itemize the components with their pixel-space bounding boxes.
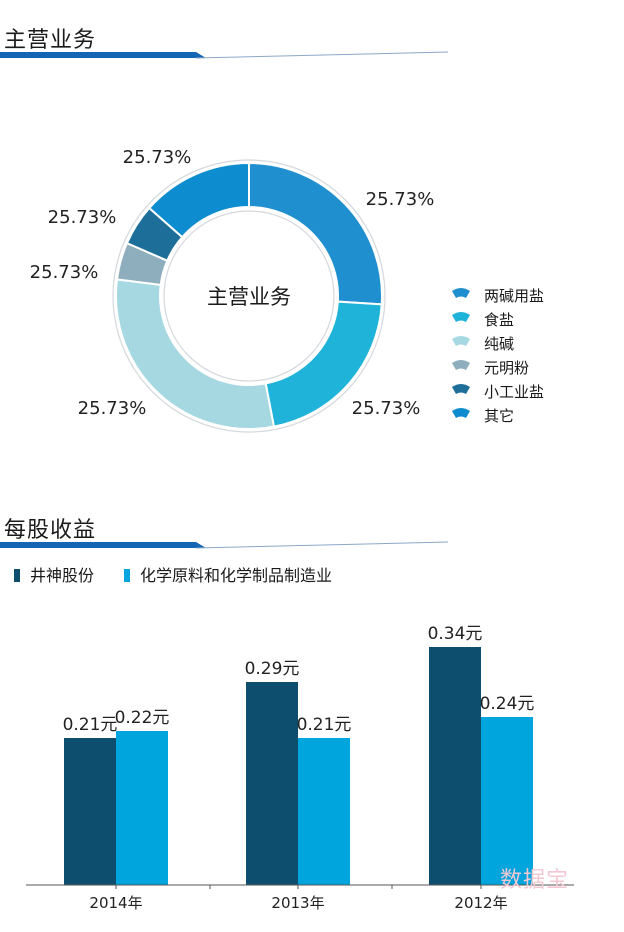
legend-label: 纯碱 (484, 335, 514, 353)
main-business-donut-chart: 主营业务 25.73%25.73%25.73%25.73%25.73%25.73… (30, 147, 544, 433)
bar-legend-label: 化学原料和化学制品制造业 (140, 566, 332, 585)
legend-swatch (452, 408, 470, 418)
bar-legend-label: 井神股份 (30, 566, 94, 585)
donut-percent-label: 25.73% (123, 147, 192, 168)
bar (116, 731, 168, 885)
eps-title: 每股收益 (4, 518, 97, 543)
eps-title-rule (0, 541, 449, 549)
legend-swatch (452, 336, 470, 346)
title-rule-light (195, 541, 449, 549)
donut-slice (115, 278, 276, 430)
legend-label: 元明粉 (484, 359, 529, 377)
donut-slice (147, 161, 250, 239)
legend-swatch (452, 384, 470, 394)
bar-value-label: 0.21元 (63, 715, 118, 735)
x-tick-label: 2014年 (89, 894, 142, 912)
legend-swatch (452, 360, 470, 370)
bar-value-label: 0.24元 (480, 694, 535, 714)
legend-label: 食盐 (484, 311, 514, 329)
bar-value-label: 0.21元 (297, 715, 352, 735)
donut-percent-label: 25.73% (48, 207, 117, 228)
bar (298, 738, 350, 885)
main-business-title: 主营业务 (4, 28, 97, 53)
donut-percent-label: 25.73% (352, 398, 421, 419)
bar (64, 738, 116, 885)
bar (246, 682, 298, 885)
x-axis-ticks: 2014年 2013年 2012年 (89, 885, 508, 912)
donut-percent-label: 25.73% (30, 262, 99, 283)
donut-percent-label: 25.73% (366, 189, 435, 210)
donut-inner-ring (163, 210, 335, 382)
title-rule-dark (0, 542, 206, 548)
eps-bar-chart: 井神股份 化学原料和化学制品制造业 0.21元0.22元0.29元0.21元0.3… (14, 566, 574, 912)
bar-value-label: 0.29元 (245, 659, 300, 679)
title-rule-light (195, 51, 449, 59)
x-tick-label: 2012年 (454, 894, 507, 912)
legend-label: 两碱用盐 (484, 287, 544, 305)
legend-swatch (452, 312, 470, 322)
legend-label: 小工业盐 (484, 383, 544, 401)
bar-legend-swatch (14, 569, 20, 582)
donut-percent-labels: 25.73% 25.73% 25.73% 25.73% 25.73% 25.73% (30, 147, 435, 419)
donut-slices (115, 161, 383, 430)
bar (481, 717, 533, 885)
donut-slice (248, 161, 383, 306)
legend-swatch (452, 288, 470, 298)
bar (429, 647, 481, 885)
bar-value-label: 0.34元 (428, 624, 483, 644)
bar-legend-swatch (124, 569, 130, 582)
main-business-title-rule (0, 51, 449, 59)
title-rule-dark (0, 52, 206, 58)
bar-value-label: 0.22元 (115, 708, 170, 728)
donut-outer-ring (112, 159, 386, 433)
legend-label: 其它 (484, 407, 514, 425)
watermark-logo: 数据宝 (500, 868, 570, 893)
x-tick-label: 2013年 (271, 894, 324, 912)
donut-center-label: 主营业务 (207, 285, 291, 309)
donut-percent-label: 25.73% (78, 398, 147, 419)
bar-legend: 井神股份 化学原料和化学制品制造业 (14, 566, 332, 585)
